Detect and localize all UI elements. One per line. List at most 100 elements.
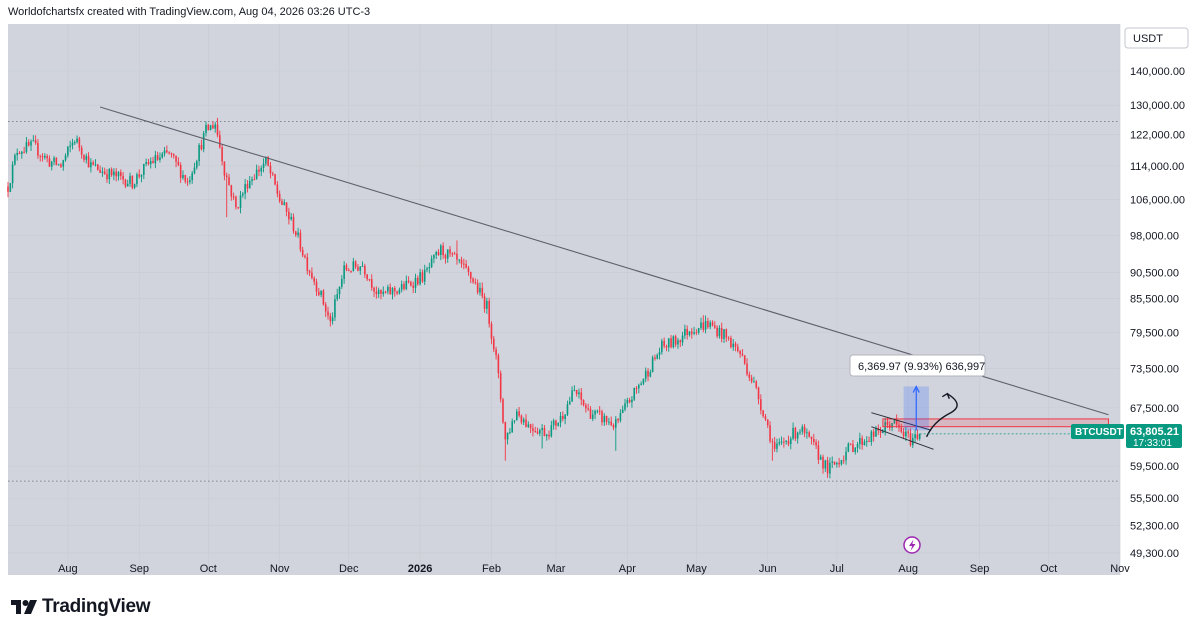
candle-body <box>780 441 783 443</box>
candle-body <box>274 174 276 185</box>
candle-body <box>490 323 493 339</box>
y-tick-label: 140,000.00 <box>1130 66 1185 78</box>
candle-body <box>467 267 470 273</box>
candle-body <box>85 156 88 160</box>
candle-body <box>391 288 394 295</box>
candle-body <box>902 431 905 437</box>
candle-body <box>288 211 290 220</box>
candle-body <box>449 249 451 254</box>
candle-body <box>315 281 318 292</box>
candle-body <box>842 460 845 462</box>
plot-area[interactable] <box>8 24 1120 575</box>
measure-tooltip: 6,369.97 (9.93%) 636,997 <box>849 354 986 377</box>
candle-body <box>651 357 654 373</box>
candle-body <box>555 420 557 426</box>
candle-body <box>124 179 127 187</box>
currency-selector[interactable]: USDT <box>1124 27 1189 49</box>
candle-body <box>373 287 375 292</box>
candle-body <box>585 405 587 409</box>
candle-body <box>532 428 534 432</box>
candle-body <box>458 259 461 261</box>
candle-body <box>168 152 170 154</box>
price-axis[interactable] <box>1120 24 1200 575</box>
candle-body <box>513 420 516 422</box>
candle-body <box>301 249 304 256</box>
candle-body <box>792 427 794 439</box>
candle-body <box>440 245 442 255</box>
candle-body <box>472 278 474 283</box>
candle-body <box>515 411 518 421</box>
candle-body <box>331 317 334 322</box>
candle-body <box>808 432 810 437</box>
candle-body <box>697 328 700 333</box>
candle-body <box>129 175 131 184</box>
candle-body <box>407 280 410 283</box>
candle-body <box>559 415 562 423</box>
candle-body <box>398 289 401 294</box>
candle-body <box>720 327 723 339</box>
candle-body <box>94 164 97 166</box>
candle-body <box>78 138 81 148</box>
candle-body <box>603 415 606 423</box>
candle-body <box>368 279 371 281</box>
y-tick-label: 55,500.00 <box>1130 493 1179 505</box>
candle-body <box>444 255 447 259</box>
candle-body <box>389 286 391 295</box>
candle-body <box>709 322 712 328</box>
candle-body <box>393 288 396 292</box>
candle-body <box>205 124 207 134</box>
candle-body <box>621 409 624 414</box>
candle-body <box>589 408 592 419</box>
y-tick-label: 59,500.00 <box>1130 461 1179 473</box>
candle-body <box>136 174 138 185</box>
x-tick-label: Sep <box>129 563 149 575</box>
candle-body <box>914 434 916 439</box>
candle-body <box>509 432 511 434</box>
x-tick-label: Aug <box>58 563 78 575</box>
x-axis-labels: Aug Sep Oct Nov Dec 2026 Feb Mar Apr May Jun Jul Aug… <box>58 563 1130 575</box>
candle-body <box>154 155 157 164</box>
candle-body <box>53 157 55 162</box>
candle-body <box>785 440 787 442</box>
x-tick-label: Nov <box>1110 563 1130 575</box>
candle-body <box>840 460 843 465</box>
candle-body <box>265 157 267 164</box>
candle-body <box>343 265 345 279</box>
candle-body <box>640 383 642 385</box>
dotted-levels <box>8 121 1120 482</box>
candle-body <box>361 265 364 267</box>
candle-body <box>219 135 221 148</box>
candle-body <box>693 332 695 334</box>
candle-body <box>18 152 21 154</box>
flash-icon[interactable] <box>903 536 921 554</box>
candle-body <box>506 432 509 440</box>
candle-body <box>829 462 831 474</box>
candle-body <box>677 340 679 345</box>
tradingview-logo[interactable]: TradingView <box>10 596 151 618</box>
candle-body <box>849 443 852 445</box>
candle-body <box>734 343 737 347</box>
candle-body <box>815 442 817 446</box>
candle-body <box>628 399 631 403</box>
candle-body <box>522 419 525 423</box>
candle-body <box>568 401 571 405</box>
candle-body <box>635 387 638 389</box>
candle-body <box>329 315 332 322</box>
candle-body <box>281 201 283 205</box>
candle-body <box>624 403 626 410</box>
candle-body <box>435 252 438 256</box>
candle-body <box>819 456 822 460</box>
price-badge-countdown: 17:33:01 <box>1133 438 1172 449</box>
candle-body <box>766 419 769 426</box>
candle-body <box>794 427 797 439</box>
candle-body <box>481 287 484 297</box>
candle-body <box>149 160 152 165</box>
candle-body <box>817 445 820 460</box>
candle-body <box>746 363 748 375</box>
candle-body <box>596 410 599 412</box>
candle-body <box>799 431 801 433</box>
candle-body <box>564 414 566 420</box>
candle-body <box>672 336 675 348</box>
candle-body <box>750 377 753 382</box>
